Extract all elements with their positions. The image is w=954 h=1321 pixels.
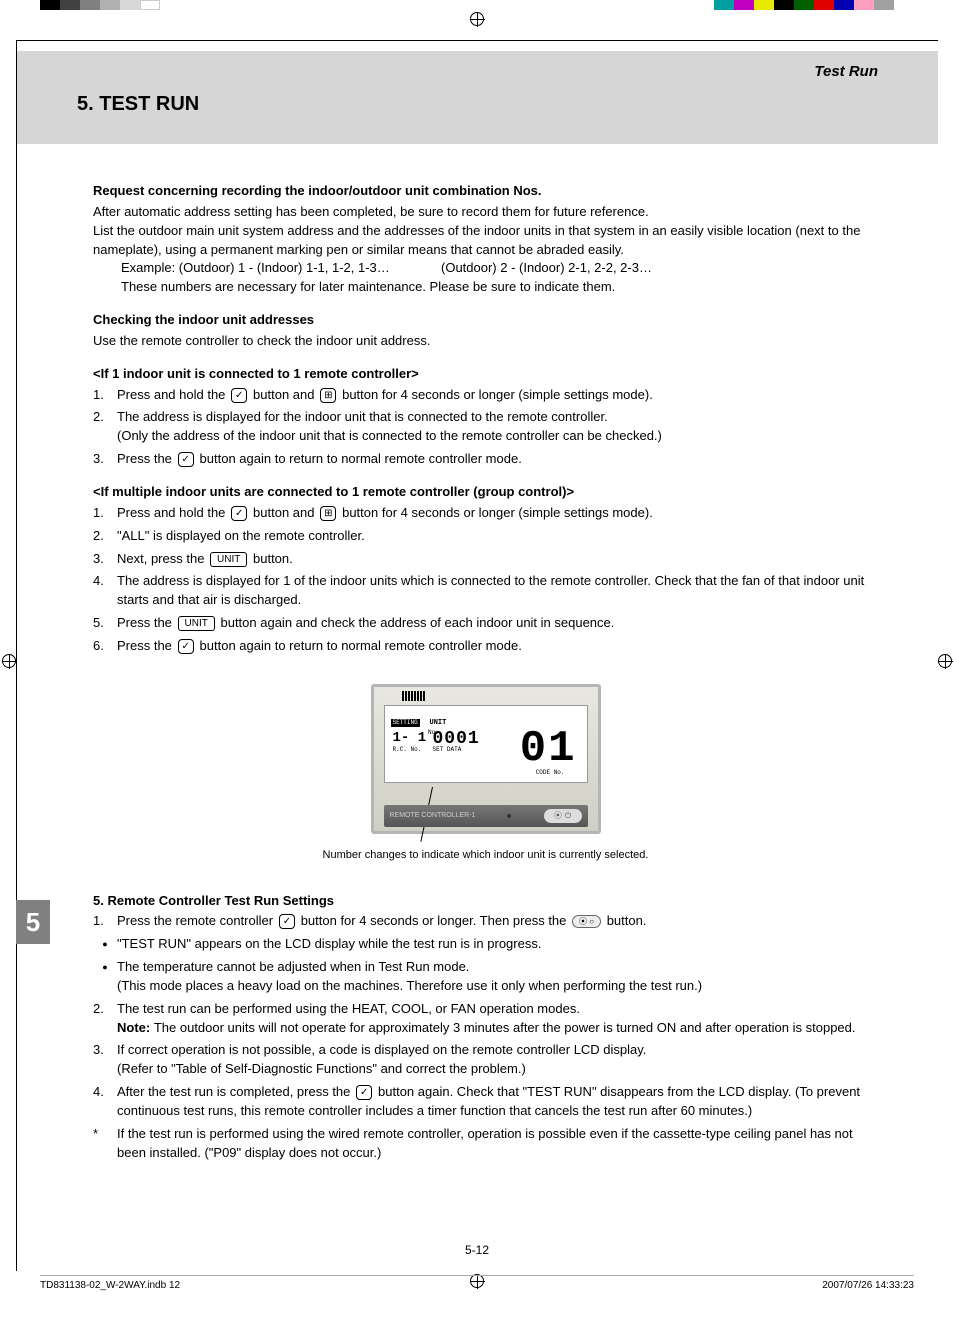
list-number: 4.	[93, 572, 117, 610]
bullet-list: ●"TEST RUN" appears on the LCD display w…	[93, 935, 878, 996]
heading-checking: Checking the indoor unit addresses	[93, 311, 878, 330]
list-number: 3.	[93, 450, 117, 469]
list-test-run: 1.Press the remote controller ✓ button f…	[93, 912, 878, 931]
example-2: (Outdoor) 2 - (Indoor) 2-1, 2-2, 2-3…	[441, 259, 652, 278]
check-button-icon: ✓	[356, 1085, 372, 1100]
footer-file: TD831138-02_W-2WAY.indb 12	[40, 1280, 180, 1291]
list-item: After the test run is completed, press t…	[117, 1083, 878, 1121]
footnote: * If the test run is performed using the…	[93, 1125, 878, 1163]
lcd-display: SETTING UNIT No. 1- 1 0001 R.C. No. SET …	[384, 705, 588, 783]
figure-remote-controller: SETTING UNIT No. 1- 1 0001 R.C. No. SET …	[93, 684, 878, 864]
heading-single-unit: <If 1 indoor unit is connected to 1 remo…	[93, 365, 878, 384]
list-item: Press the ✓ button again to return to no…	[117, 450, 878, 469]
page-number: 5-12	[465, 1243, 489, 1257]
section-title: 5. TEST RUN	[77, 93, 908, 116]
unit-button-icon: UNIT	[178, 616, 215, 631]
list-number: 6.	[93, 637, 117, 656]
list-test-run-cont: 2.The test run can be performed using th…	[93, 1000, 878, 1121]
heading-multi-unit: <If multiple indoor units are connected …	[93, 483, 878, 502]
list-item: Next, press the UNIT button.	[117, 550, 878, 569]
registration-mark-right	[938, 654, 952, 668]
list-multi-unit: 1.Press and hold the ✓ button and ⊞ butt…	[93, 504, 878, 656]
text: After automatic address setting has been…	[93, 203, 878, 222]
list-number: 2.	[93, 1000, 117, 1038]
vent-button-icon: ⊞	[320, 388, 336, 403]
registration-mark-top	[470, 12, 484, 26]
content-body: Request concerning recording the indoor/…	[17, 144, 938, 1182]
list-item: Press the remote controller ✓ button for…	[117, 912, 878, 931]
list-single-unit: 1.Press and hold the ✓ button and ⊞ butt…	[93, 386, 878, 469]
list-item: The address is displayed for the indoor …	[117, 408, 878, 446]
bullet-icon: ●	[93, 935, 117, 954]
onoff-button-icon: ⦿⏻	[544, 809, 582, 823]
list-item: Press the UNIT button again and check th…	[117, 614, 878, 633]
list-item: If correct operation is not possible, a …	[117, 1041, 878, 1079]
onoff-button-icon: ⦿ ○	[572, 915, 601, 928]
footnote-text: If the test run is performed using the w…	[117, 1125, 878, 1163]
list-item: The temperature cannot be adjusted when …	[117, 958, 878, 996]
led-icon	[507, 814, 511, 818]
check-button-icon: ✓	[178, 452, 194, 467]
remote-controller-diagram: SETTING UNIT No. 1- 1 0001 R.C. No. SET …	[371, 684, 601, 834]
list-number: 3.	[93, 1041, 117, 1079]
print-footer: TD831138-02_W-2WAY.indb 12 2007/07/26 14…	[40, 1275, 914, 1291]
list-number: 4.	[93, 1083, 117, 1121]
list-item: "ALL" is displayed on the remote control…	[117, 527, 878, 546]
heading-request: Request concerning recording the indoor/…	[93, 182, 878, 201]
star-marker: *	[93, 1125, 117, 1163]
lcd-setdata-label: SET DATA	[433, 746, 462, 755]
list-item: The address is displayed for 1 of the in…	[117, 572, 878, 610]
list-number: 5.	[93, 614, 117, 633]
check-button-icon: ✓	[178, 639, 194, 654]
remote-label: REMOTE CONTROLLER-1	[390, 811, 476, 821]
list-number: 1.	[93, 912, 117, 931]
figure-caption: Number changes to indicate which indoor …	[93, 848, 878, 864]
lcd-setting-label: SETTING	[391, 719, 420, 728]
list-item: Press and hold the ✓ button and ⊞ button…	[117, 386, 878, 405]
list-item: Press and hold the ✓ button and ⊞ button…	[117, 504, 878, 523]
list-number: 2.	[93, 527, 117, 546]
barcode-icon	[402, 691, 425, 701]
list-number: 3.	[93, 550, 117, 569]
list-item: The test run can be performed using the …	[117, 1000, 878, 1038]
list-number: 2.	[93, 408, 117, 446]
unit-button-icon: UNIT	[210, 552, 247, 567]
list-item: Press the ✓ button again to return to no…	[117, 637, 878, 656]
heading-test-run-settings: 5. Remote Controller Test Run Settings	[93, 892, 878, 911]
remote-button-panel: REMOTE CONTROLLER-1 ⦿⏻	[384, 805, 588, 827]
header-section-tag: Test Run	[814, 63, 878, 80]
list-item: "TEST RUN" appears on the LCD display wh…	[117, 935, 878, 954]
section-tab: 5	[16, 900, 50, 944]
vent-button-icon: ⊞	[320, 506, 336, 521]
lcd-rcno: R.C. No.	[393, 746, 422, 755]
text: List the outdoor main unit system addres…	[93, 222, 878, 260]
text: These numbers are necessary for later ma…	[121, 278, 878, 297]
text: Use the remote controller to check the i…	[93, 332, 878, 351]
check-button-icon: ✓	[231, 506, 247, 521]
bullet-icon: ●	[93, 958, 117, 996]
page-frame: Test Run 5. TEST RUN Request concerning …	[16, 40, 938, 1271]
lcd-code-label: CODE No.	[536, 769, 565, 778]
registration-color-bars	[0, 0, 954, 10]
example-1: Example: (Outdoor) 1 - (Indoor) 1-1, 1-2…	[121, 259, 441, 278]
footer-timestamp: 2007/07/26 14:33:23	[822, 1280, 914, 1291]
registration-mark-left	[2, 654, 16, 668]
check-button-icon: ✓	[231, 388, 247, 403]
list-number: 1.	[93, 386, 117, 405]
list-number: 1.	[93, 504, 117, 523]
example-row: Example: (Outdoor) 1 - (Indoor) 1-1, 1-2…	[121, 259, 878, 278]
header-band: 5. TEST RUN	[17, 51, 938, 144]
check-button-icon: ✓	[279, 914, 295, 929]
